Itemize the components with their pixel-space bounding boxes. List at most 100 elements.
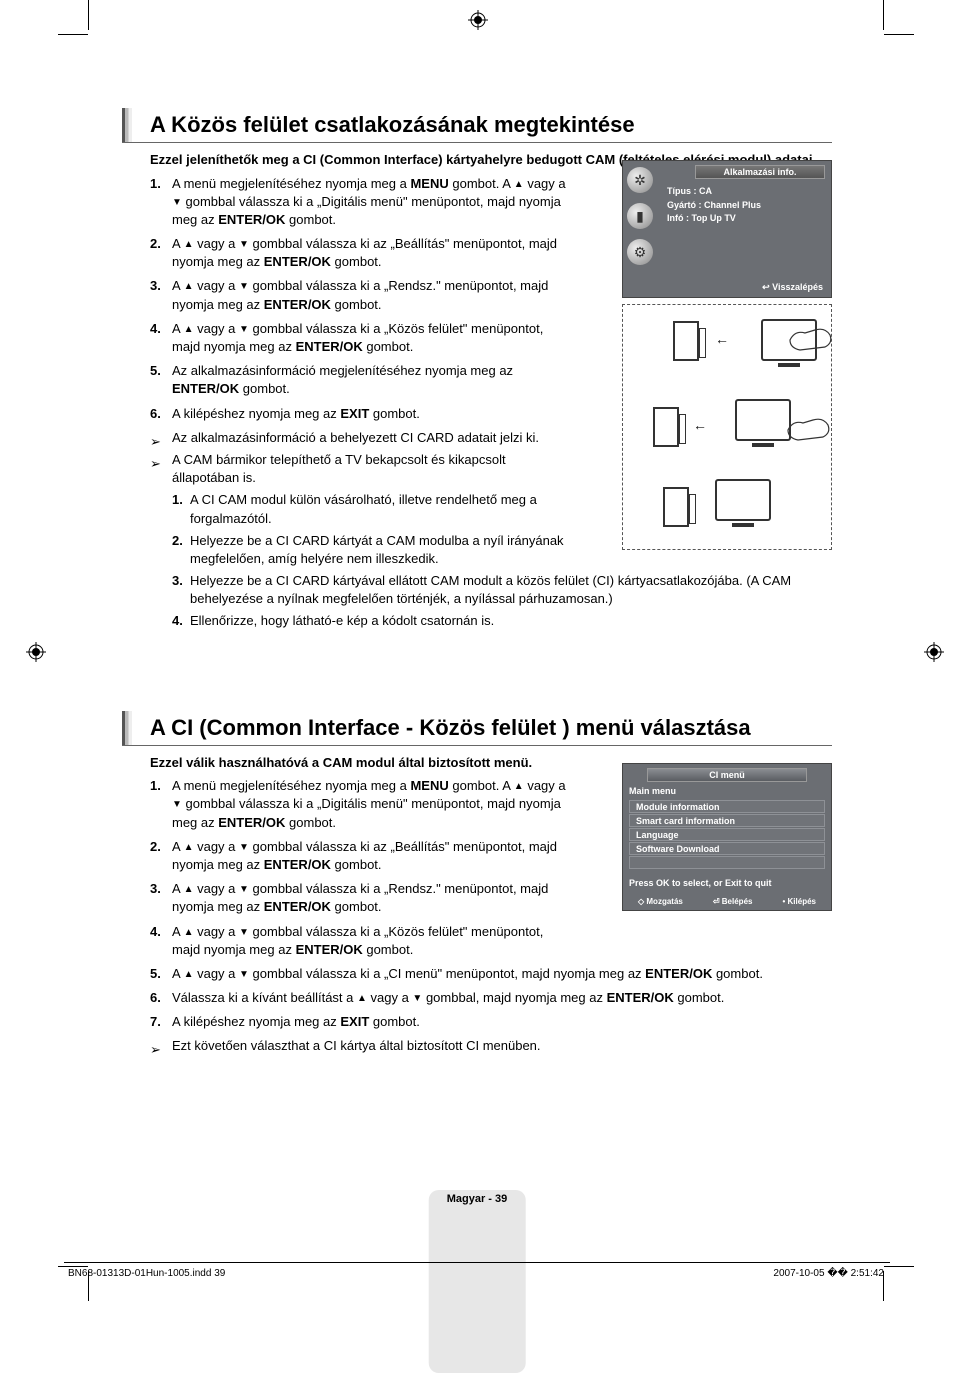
- note-cont: Helyezze be a CI CARD kártyával ellátott…: [150, 572, 832, 631]
- step-3: A ▲ vagy a ▼ gombbal válassza ki a „Rend…: [150, 880, 570, 916]
- osd-main-label: Main menu: [629, 786, 676, 796]
- osd-foot-exit: • Kilépés: [782, 897, 816, 906]
- down-icon: ▼: [239, 927, 249, 938]
- osd-icon: ▮: [627, 203, 653, 229]
- note-arrow-icon: ➢: [150, 433, 161, 451]
- step-2: A ▲ vagy a ▼ gombbal válassza ki az „Beá…: [150, 838, 570, 874]
- osd-menu-item: Language: [629, 828, 825, 841]
- down-icon: ▼: [239, 239, 249, 250]
- sub-steps: A CI CAM modul külön vásárolható, illetv…: [172, 491, 570, 568]
- osd-footer: ↩ Visszalépés: [762, 282, 823, 293]
- down-icon: ▼: [239, 884, 249, 895]
- down-icon: ▼: [239, 324, 249, 335]
- osd-ci-menu: CI menü Main menu Module information Sma…: [622, 763, 832, 911]
- down-icon: ▼: [412, 993, 422, 1004]
- osd-line: Típus : CA: [667, 185, 761, 199]
- registration-mark-right: [924, 642, 944, 662]
- page-number-badge: Magyar - 39: [429, 1190, 526, 1373]
- crop-mark: [58, 34, 88, 35]
- up-icon: ▲: [184, 927, 194, 938]
- steps-list: A menü megjelenítéséhez nyomja meg a MEN…: [150, 175, 570, 423]
- osd-menu-list: Module information Smart card informatio…: [629, 800, 825, 870]
- sub-step: A CI CAM modul külön vásárolható, illetv…: [172, 491, 570, 527]
- step-2: A ▲ vagy a ▼ gombbal válassza ki az „Beá…: [150, 235, 570, 271]
- section-header: A Közös felület csatlakozásának megtekin…: [122, 108, 832, 143]
- osd-sidebar-icons: ✲ ▮ ⚙: [627, 167, 653, 265]
- section-body-wide: Helyezze be a CI CARD kártyával ellátott…: [150, 572, 832, 631]
- note-1: ➢Az alkalmazásinformáció a behelyezett C…: [150, 429, 570, 447]
- steps-list: A menü megjelenítéséhez nyomja meg a MEN…: [150, 777, 570, 959]
- crop-mark: [58, 1266, 88, 1267]
- sub-step: Helyezze be a CI CARD kártyával ellátott…: [172, 572, 832, 608]
- diagram-row: [623, 465, 831, 545]
- registration-mark-top: [468, 10, 488, 30]
- osd-foot-enter: ⏎ Belépés: [713, 897, 753, 906]
- page-content: A Közös felület csatlakozásának megtekin…: [122, 108, 832, 1136]
- note-arrow-icon: ➢: [150, 455, 161, 473]
- step-1: A menü megjelenítéséhez nyomja meg a MEN…: [150, 777, 570, 832]
- module-icon: [663, 487, 689, 527]
- hand-icon: [783, 405, 833, 445]
- down-icon: ▼: [239, 969, 249, 980]
- crop-mark: [883, 0, 884, 30]
- step-4: A ▲ vagy a ▼ gombbal válassza ki a „Közö…: [150, 320, 570, 356]
- crop-mark: [884, 1266, 914, 1267]
- up-icon: ▲: [357, 993, 367, 1004]
- return-icon: ↩: [762, 282, 770, 292]
- tv-icon: [715, 479, 771, 521]
- footer-timestamp: 2007-10-05 �� 2:51:42: [773, 1268, 884, 1279]
- osd-body: Típus : CA Gyártó : Channel Plus Infó : …: [667, 185, 761, 226]
- diagram-row: ←: [623, 305, 831, 385]
- section-ci-menu: A CI (Common Interface - Közös felület )…: [122, 711, 832, 1056]
- sub-step: Helyezze be a CI CARD kártyát a CAM modu…: [172, 532, 570, 568]
- osd-menu-item: Software Download: [629, 842, 825, 855]
- osd-title: Alkalmazási info.: [695, 165, 825, 179]
- header-bar-icon: [122, 711, 132, 745]
- up-icon: ▲: [514, 781, 524, 792]
- section-title: A CI (Common Interface - Közös felület )…: [150, 711, 751, 741]
- exit-icon: •: [782, 897, 785, 906]
- steps-list-cont: A ▲ vagy a ▼ gombbal válassza ki a „CI m…: [150, 965, 832, 1032]
- osd-foot-move: ◇ Mozgatás: [638, 897, 683, 906]
- down-icon: ▼: [239, 842, 249, 853]
- crop-mark: [88, 0, 89, 30]
- footer-divider: [64, 1262, 890, 1263]
- osd-line: Gyártó : Channel Plus: [667, 199, 761, 213]
- step-5: Az alkalmazásinformáció megjelenítéséhez…: [150, 362, 570, 398]
- hand-icon: [785, 315, 835, 355]
- osd-menu-item: Module information: [629, 800, 825, 813]
- osd-title: CI menü: [647, 768, 807, 782]
- section-ci-connection: A Közös felület csatlakozásának megtekin…: [122, 108, 832, 631]
- step-5: A ▲ vagy a ▼ gombbal válassza ki a „CI m…: [150, 965, 832, 983]
- arrow-icon: ←: [693, 417, 707, 433]
- move-icon: ◇: [638, 897, 644, 906]
- osd-menu-item: Smart card information: [629, 814, 825, 827]
- diagram-row: ←: [623, 385, 831, 465]
- note-1: ➢Ezt követően választhat a CI kártya ált…: [150, 1037, 832, 1055]
- down-icon: ▼: [172, 197, 182, 208]
- registration-mark-left: [26, 642, 46, 662]
- step-6: A kilépéshez nyomja meg az EXIT gombot.: [150, 405, 570, 423]
- insert-diagram: ← ←: [622, 304, 832, 550]
- sub-steps-cont: Helyezze be a CI CARD kártyával ellátott…: [172, 572, 832, 631]
- arrow-icon: ←: [715, 331, 729, 347]
- osd-hint: Press OK to select, or Exit to quit: [629, 878, 772, 888]
- note-arrow-icon: ➢: [150, 1041, 161, 1059]
- down-icon: ▼: [239, 281, 249, 292]
- note-2: ➢A CAM bármikor telepíthető a TV bekapcs…: [150, 451, 570, 568]
- down-icon: ▼: [172, 799, 182, 810]
- up-icon: ▲: [184, 239, 194, 250]
- section-title: A Közös felület csatlakozásának megtekin…: [150, 108, 635, 138]
- section-header: A CI (Common Interface - Közös felület )…: [122, 711, 832, 746]
- osd-footer: ◇ Mozgatás ⏎ Belépés • Kilépés: [623, 897, 831, 906]
- step-4: A ▲ vagy a ▼ gombbal válassza ki a „Közö…: [150, 923, 570, 959]
- sub-step: Ellenőrizze, hogy látható-e kép a kódolt…: [172, 612, 832, 630]
- up-icon: ▲: [184, 324, 194, 335]
- step-1: A menü megjelenítéséhez nyomja meg a MEN…: [150, 175, 570, 230]
- up-icon: ▲: [184, 281, 194, 292]
- module-icon: [673, 321, 699, 361]
- up-icon: ▲: [184, 969, 194, 980]
- section-body: A menü megjelenítéséhez nyomja meg a MEN…: [150, 175, 570, 569]
- module-icon: [653, 407, 679, 447]
- osd-icon: ✲: [627, 167, 653, 193]
